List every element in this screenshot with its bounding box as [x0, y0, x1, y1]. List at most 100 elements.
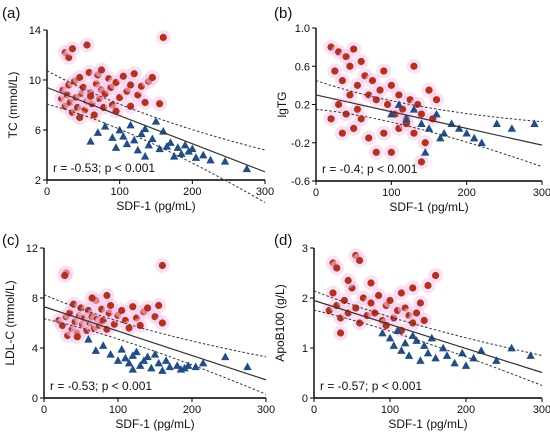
data-point-triangle [462, 128, 471, 137]
data-point-circle [417, 110, 426, 118]
data-point-triangle [84, 335, 93, 343]
data-point-circle [367, 299, 375, 307]
x-tick-label: 200 [457, 404, 475, 416]
data-point-circle [61, 271, 69, 280]
data-point-circle [130, 70, 138, 78]
data-point-circle [159, 33, 167, 42]
data-point-triangle [151, 117, 161, 125]
data-point-triangle [108, 133, 117, 141]
data-point-triangle [128, 365, 137, 373]
data-point-circle [126, 81, 135, 89]
confidence-band-lower [315, 108, 543, 168]
y-axis-title: ApoB100 (g/L) [273, 284, 287, 361]
panel-label: (d) [274, 232, 292, 249]
panel-label: (a) [2, 5, 20, 22]
y-tick-label: 0.2 [295, 100, 310, 112]
data-point-triangle [100, 122, 110, 130]
data-point-circle [155, 301, 163, 310]
x-tick-label: 200 [183, 404, 201, 416]
data-point-circle [353, 105, 362, 113]
data-point-circle [158, 319, 166, 327]
data-point-circle [417, 158, 426, 166]
y-tick-label: 2 [302, 293, 308, 305]
data-point-circle [346, 91, 354, 99]
x-tick-label: 100 [381, 404, 399, 416]
panel-d: (d) 0 100 200 300 0 1 2 3 SDF-1 (pg/mL) ApoB100 (g… [273, 232, 550, 431]
data-point-circle [410, 129, 418, 137]
data-point-circle [350, 45, 358, 53]
x-axis-title: SDF-1 (pg/mL) [389, 200, 468, 214]
data-point-circle [410, 62, 418, 70]
y-tick-label: 8 [32, 293, 38, 305]
y-axis-title: TC (mmol/L) [6, 72, 20, 139]
data-point-circle [342, 110, 350, 118]
regression-line [315, 94, 543, 146]
data-point-circle [368, 76, 377, 85]
data-point-circle [383, 100, 392, 109]
x-tick-label: 300 [256, 186, 274, 198]
data-point-triangle [154, 358, 163, 367]
data-point-circle [156, 100, 164, 108]
data-point-triangle [137, 129, 146, 138]
data-point-triangle [136, 361, 145, 369]
data-point-triangle [158, 366, 167, 374]
x-tick-label: 300 [533, 187, 550, 199]
x-tick-label: 200 [183, 186, 201, 198]
data-point-triangle [126, 120, 135, 129]
data-point-triangle [450, 358, 459, 367]
data-point-triangle [155, 144, 164, 153]
y-tick-label: -0.6 [291, 176, 310, 188]
data-point-circle [331, 67, 339, 75]
y-axis-title: lgTG [275, 91, 289, 117]
data-point-circle [344, 276, 352, 285]
correlation-annotation: r = -0.4; p < 0.001 [322, 162, 418, 176]
data-point-circle [76, 73, 84, 82]
data-point-circle [356, 256, 364, 265]
data-point-circle [118, 306, 126, 315]
y-axis-title: LDL-C (mmol/L) [3, 280, 17, 365]
data-point-triangle [199, 150, 208, 159]
x-tick-label: 100 [110, 186, 128, 198]
data-point-triangle [180, 363, 189, 372]
data-point-triangle [416, 356, 425, 364]
data-point-triangle [165, 362, 174, 371]
y-tick-label: 0 [302, 393, 308, 405]
y-tick-label: 2 [35, 175, 41, 187]
data-point-circle [387, 81, 395, 89]
data-point-circle [372, 148, 380, 156]
data-point-circle [409, 319, 417, 327]
data-point-circle [337, 329, 345, 337]
data-point-circle [357, 57, 365, 66]
y-tick-label: 6 [35, 125, 41, 137]
data-point-circle [395, 91, 403, 99]
data-point-triangle [393, 326, 402, 334]
data-point-circle [367, 279, 375, 287]
data-point-triangle [173, 361, 182, 369]
panel-a: (a) 0 100 200 300 2 6 10 14 SDF-1 (pg/mL) TC (mmol… [2, 5, 274, 213]
data-point-triangle [121, 353, 130, 362]
data-point-triangle [477, 346, 486, 354]
correlation-annotation: r = -0.57; p < 0.001 [320, 379, 422, 393]
data-point-triangle [93, 128, 103, 136]
data-point-circle [386, 296, 394, 305]
data-point-triangle [119, 132, 128, 140]
data-point-circle [87, 92, 95, 100]
x-axis-title: SDF-1 (pg/mL) [115, 417, 194, 431]
panel-label: (b) [274, 5, 292, 22]
data-point-circle [371, 309, 379, 317]
y-tick-label: 3 [302, 243, 308, 255]
data-point-circle [340, 296, 348, 305]
data-point-circle [335, 100, 343, 109]
x-tick-label: 0 [44, 186, 50, 198]
correlation-annotation: r = -0.53; p < 0.001 [50, 379, 152, 393]
data-point-circle [409, 284, 417, 292]
data-point-triangle [150, 350, 160, 358]
data-point-triangle [198, 358, 208, 367]
y-tick-label: 0.6 [295, 61, 310, 73]
data-point-circle [148, 73, 156, 82]
correlation-annotation: r = -0.53; p < 0.001 [53, 161, 155, 175]
data-point-circle [90, 111, 98, 119]
regression-line [313, 299, 543, 374]
data-point-triangle [424, 124, 434, 132]
data-point-triangle [431, 353, 440, 362]
